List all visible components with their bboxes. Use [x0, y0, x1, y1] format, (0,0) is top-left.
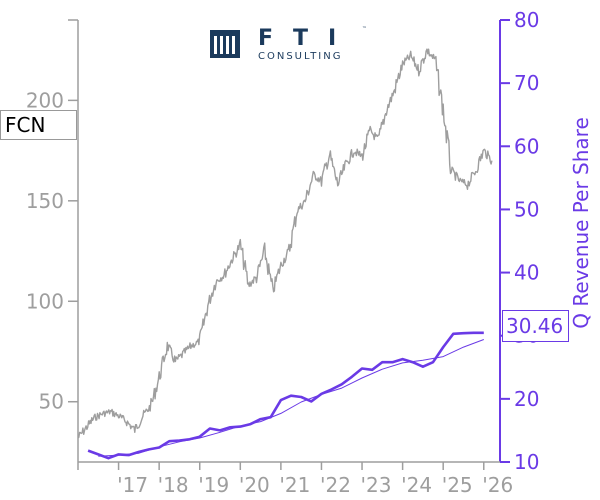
x-tick-label: '26: [482, 473, 513, 497]
x-tick-label: '18: [158, 473, 189, 497]
revenue-series-line: [87, 331, 484, 460]
y-left-tick-label: 50: [39, 390, 64, 414]
y-left-tick-label: 100: [26, 289, 64, 313]
x-tick-label: '17: [117, 473, 148, 497]
x-tick-label: '20: [239, 473, 270, 497]
y-left-tick-label: 150: [26, 189, 64, 213]
y-right-tick-label: 50: [514, 197, 539, 221]
y-axis-right-label: Q Revenue Per Share: [569, 117, 593, 329]
price-series-line: [77, 48, 493, 439]
x-tick-label: '21: [279, 473, 310, 497]
y-right-tick-label: 80: [514, 8, 539, 32]
y-right-tick-label: 20: [514, 387, 539, 411]
ticker-label: FCN: [0, 110, 77, 140]
x-tick-label: '19: [198, 473, 229, 497]
logo-wordmark: FTI: [258, 26, 357, 51]
last-value-badge: 30.46: [502, 310, 569, 342]
chart-axes: 501001502001020304050607080'17'18'19'20'…: [26, 8, 540, 497]
building-icon: [210, 30, 240, 58]
last-value-text: 30.46: [506, 314, 564, 338]
y-right-tick-label: 40: [514, 261, 539, 285]
y-left-tick-label: 200: [26, 88, 64, 112]
x-tick-label: '22: [320, 473, 351, 497]
chart-plot-area: [77, 48, 493, 460]
x-tick-label: '24: [401, 473, 432, 497]
x-tick-label: '25: [442, 473, 473, 497]
ticker-text: FCN: [5, 113, 46, 137]
logo-subtitle: CONSULTING: [258, 51, 343, 62]
logo-trademark: ™: [362, 26, 367, 32]
y-right-tick-label: 10: [514, 450, 539, 474]
y-right-tick-label: 60: [514, 134, 539, 158]
revenue-trend-line: [98, 339, 484, 457]
x-tick-label: '23: [361, 473, 392, 497]
y-right-tick-label: 70: [514, 71, 539, 95]
